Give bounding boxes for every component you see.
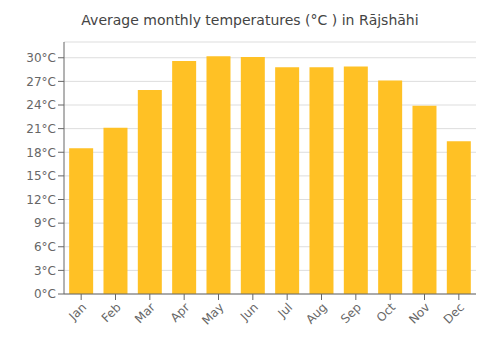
svg-text:24°C: 24°C <box>26 98 56 112</box>
html-text:Average monthly temperatures (: Average monthly temperatures (°C ) in Rā… <box>81 12 419 28</box>
svg-text:15°C: 15°C <box>26 169 56 183</box>
svg-text:3°C: 3°C <box>34 264 56 278</box>
svg-text:Dec: Dec <box>441 300 467 326</box>
svg-text:30°C: 30°C <box>26 51 56 65</box>
svg-text:27°C: 27°C <box>26 75 56 89</box>
svg-text:Mar: Mar <box>132 300 158 326</box>
svg-text:Aug: Aug <box>303 300 329 326</box>
svg-text:9°C: 9°C <box>34 216 56 230</box>
svg-text:6°C: 6°C <box>34 240 56 254</box>
svg-text:0°C: 0°C <box>34 287 56 301</box>
svg-text:Jul: Jul <box>274 300 295 321</box>
svg-text:May: May <box>199 300 226 327</box>
svg-text:Jan: Jan <box>66 300 90 324</box>
svg-text:Sep: Sep <box>338 300 364 326</box>
svg-text:18°C: 18°C <box>26 146 56 160</box>
svg-text:Oct: Oct <box>374 300 399 325</box>
svg-text:12°C: 12°C <box>26 193 56 207</box>
svg-text:Feb: Feb <box>99 300 124 325</box>
svg-text:21°C: 21°C <box>26 122 56 136</box>
svg-text:Jun: Jun <box>237 300 261 324</box>
svg-text:Apr: Apr <box>168 300 193 325</box>
svg-text:Nov: Nov <box>406 300 432 326</box>
